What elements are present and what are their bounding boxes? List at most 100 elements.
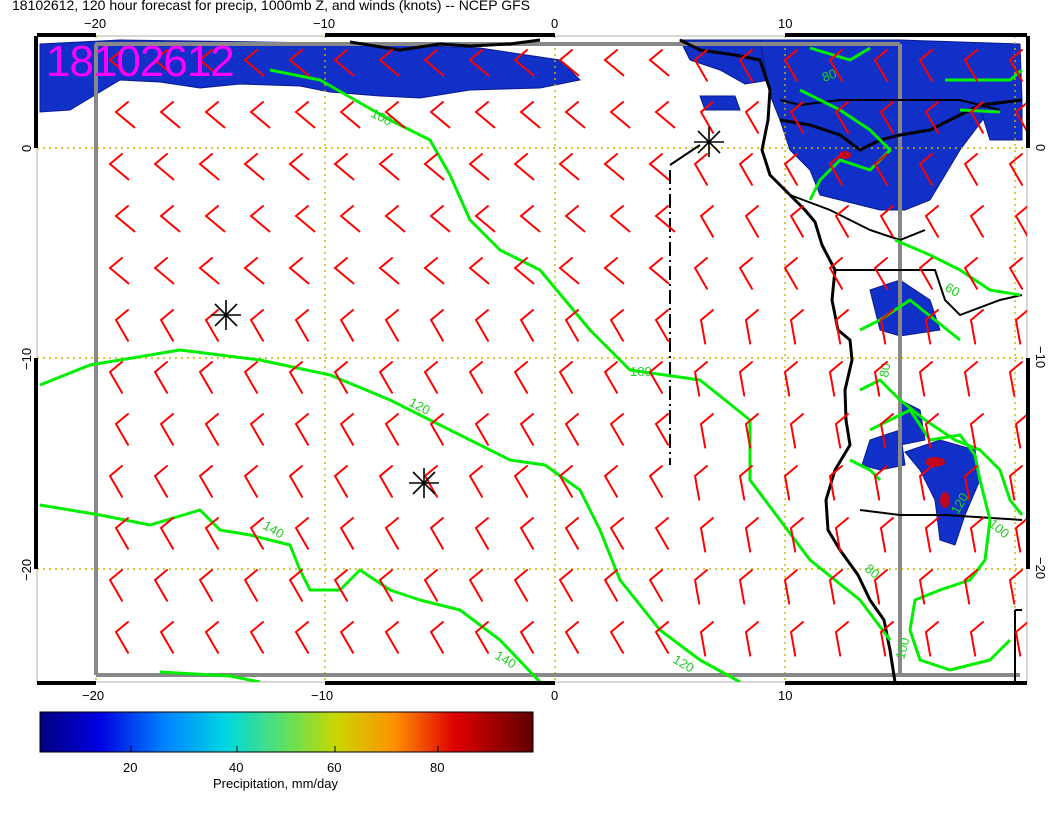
wind-barb [423, 465, 438, 498]
wind-barb [924, 101, 939, 134]
wind-barb [603, 153, 625, 181]
wind-barb [918, 257, 933, 290]
wind-barb [834, 517, 849, 553]
axis-frame-bars [34, 33, 1030, 685]
wind-barb [879, 309, 894, 345]
wind-barb [693, 465, 708, 501]
wind-barb [693, 569, 708, 605]
wind-barb [519, 517, 534, 550]
wind-barb [294, 101, 316, 129]
wind-barb [378, 361, 393, 394]
wind-barb [693, 257, 708, 290]
wind-barb [924, 205, 939, 238]
wind-barb [243, 465, 258, 498]
wind-barb [918, 465, 933, 501]
wind-barb [873, 569, 888, 605]
wind-barb [423, 257, 445, 285]
wind-barb [204, 101, 226, 129]
top-tick-label: 0 [551, 16, 558, 31]
wind-barb [108, 257, 130, 285]
wind-barb [249, 101, 271, 129]
wind-barb [699, 101, 714, 134]
wind-barb [153, 257, 175, 285]
wind-barb [333, 257, 355, 285]
wind-barb [153, 361, 168, 394]
wind-barb [294, 413, 309, 446]
bottom-tick-label: 10 [778, 688, 792, 703]
wind-barb [243, 361, 258, 394]
wind-barb [198, 257, 220, 285]
wind-barb [1008, 361, 1023, 397]
wind-barb [198, 465, 213, 498]
wind-barb [204, 309, 219, 342]
contour-label: 80 [820, 66, 839, 85]
wind-barb [249, 621, 264, 654]
left-tick-label: −20 [19, 559, 34, 581]
wind-barb [963, 49, 978, 82]
wind-barb [153, 465, 168, 498]
wind-barb [924, 517, 939, 553]
wind-barb [789, 621, 804, 657]
wind-barb [513, 153, 535, 181]
wind-barb [429, 621, 444, 654]
wind-barb [249, 205, 271, 233]
colorbar: 20 40 60 80 [39, 711, 534, 775]
wind-barb [699, 205, 714, 238]
wind-barb [204, 413, 219, 446]
top-tick-label: −20 [84, 16, 106, 31]
wind-barb [384, 309, 399, 342]
wind-barb [1014, 101, 1027, 134]
wind-barb [564, 309, 579, 342]
precipitation-high [839, 151, 950, 508]
wind-barb [603, 257, 625, 285]
wind-barb [828, 465, 843, 501]
wind-barb [474, 205, 496, 233]
wind-barb [648, 361, 663, 394]
wind-barb [294, 205, 316, 233]
wind-barb [519, 413, 534, 446]
wind-barb [288, 569, 303, 602]
wind-barbs [108, 49, 1027, 657]
wind-barb [159, 101, 181, 129]
contour-label: 100 [630, 364, 652, 379]
wind-barb [108, 153, 130, 181]
wind-barb [873, 361, 888, 397]
wind-barb [513, 49, 535, 77]
wind-barb [198, 361, 213, 394]
wind-barb [243, 49, 265, 77]
tick-labels: −20 −10 0 10 −20 −10 0 10 0 −10 −20 0 −1… [19, 16, 1048, 703]
date-stamp: 18102612 [46, 37, 235, 86]
wind-barb [918, 361, 933, 397]
wind-barb [468, 49, 490, 77]
wind-barb [834, 621, 849, 657]
wind-barb [204, 205, 226, 233]
wind-barb [654, 309, 669, 342]
wind-barb [828, 361, 843, 397]
wind-barb [159, 517, 174, 550]
wind-barb [918, 49, 933, 82]
wind-barb [513, 361, 528, 394]
asterisk-marker-group [211, 127, 724, 498]
wind-barb [429, 517, 444, 550]
wind-barb [243, 153, 265, 181]
wind-barb [474, 621, 489, 654]
wind-barb [243, 257, 265, 285]
wind-barb [249, 309, 264, 342]
top-tick-label: 10 [778, 16, 792, 31]
wind-barb [108, 465, 123, 498]
wind-barb [603, 361, 618, 394]
wind-barb [609, 101, 631, 129]
wind-barb [474, 413, 489, 446]
wind-barb [153, 49, 175, 77]
wind-barb [513, 569, 528, 602]
wind-barb [648, 569, 663, 602]
wind-barb [603, 569, 618, 602]
wind-barb [699, 309, 714, 345]
wind-barb [429, 205, 451, 233]
wind-barb [789, 205, 804, 238]
left-tick-label: −10 [19, 348, 34, 370]
right-tick-label: 0 [1033, 144, 1048, 151]
asterisk-marker [211, 300, 241, 330]
wind-barb [969, 413, 984, 449]
contour-label: 100 [892, 636, 912, 661]
